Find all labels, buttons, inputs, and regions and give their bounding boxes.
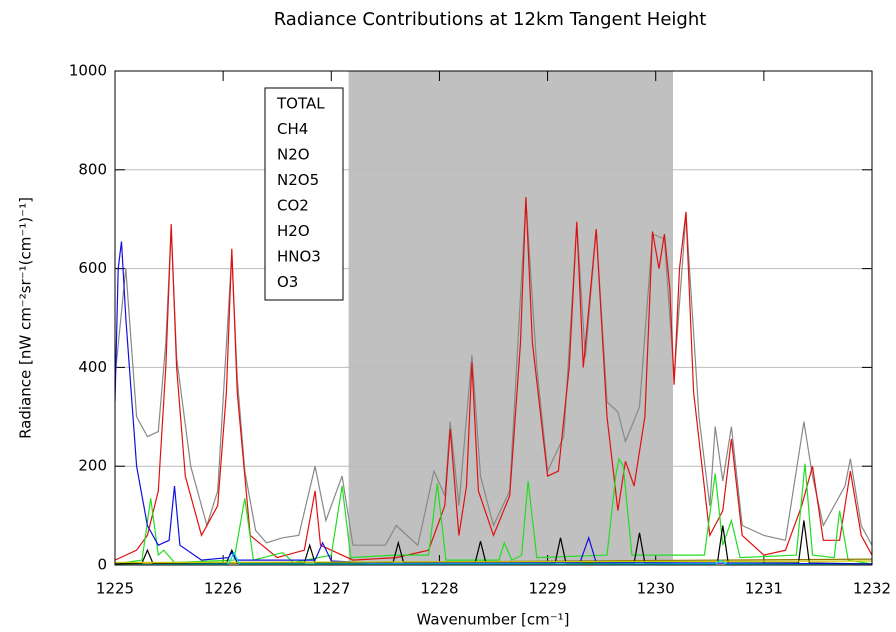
- y-axis-label: Radiance [nW cm⁻²sr⁻¹(cm⁻¹)⁻¹]: [17, 197, 35, 439]
- series-line: [115, 457, 872, 565]
- chart-title: Radiance Contributions at 12km Tangent H…: [274, 9, 707, 30]
- legend-label: N2O5: [277, 171, 319, 189]
- series-line: [115, 551, 872, 565]
- x-axis-label: Wavenumber [cm⁻¹]: [417, 611, 570, 629]
- plot-lines: [115, 196, 872, 565]
- legend-label: N2O: [277, 146, 310, 164]
- x-tick-label: 1229: [528, 580, 566, 598]
- x-tick-label: 1227: [312, 580, 350, 598]
- x-tick-label: 1232: [853, 580, 891, 598]
- series-line: [115, 199, 872, 547]
- legend-label: CO2: [277, 197, 309, 215]
- y-tick-label: 400: [78, 358, 107, 376]
- legend-label: CH4: [277, 120, 308, 138]
- y-tick-label: 200: [78, 457, 107, 475]
- legend-label: O3: [277, 273, 298, 291]
- legend-label: TOTAL: [276, 95, 325, 113]
- y-tick-label: 1000: [69, 62, 107, 80]
- legend-label: H2O: [277, 222, 310, 240]
- x-tick-label: 1226: [204, 580, 242, 598]
- x-tick-label: 1230: [637, 580, 675, 598]
- x-tick-label: 1225: [96, 580, 134, 598]
- legend-label: HNO3: [277, 248, 321, 266]
- series-line: [115, 241, 872, 565]
- y-tick-label: 0: [97, 556, 107, 574]
- series-line: [115, 196, 872, 561]
- x-tick-label: 1231: [745, 580, 783, 598]
- series-line: [115, 560, 872, 564]
- plot-frame: [114, 70, 873, 566]
- y-tick-label: 600: [78, 259, 107, 277]
- x-tick-label: 1228: [420, 580, 458, 598]
- y-tick-label: 800: [78, 160, 107, 178]
- legend-box: [264, 87, 344, 301]
- shaded-region: [348, 71, 674, 565]
